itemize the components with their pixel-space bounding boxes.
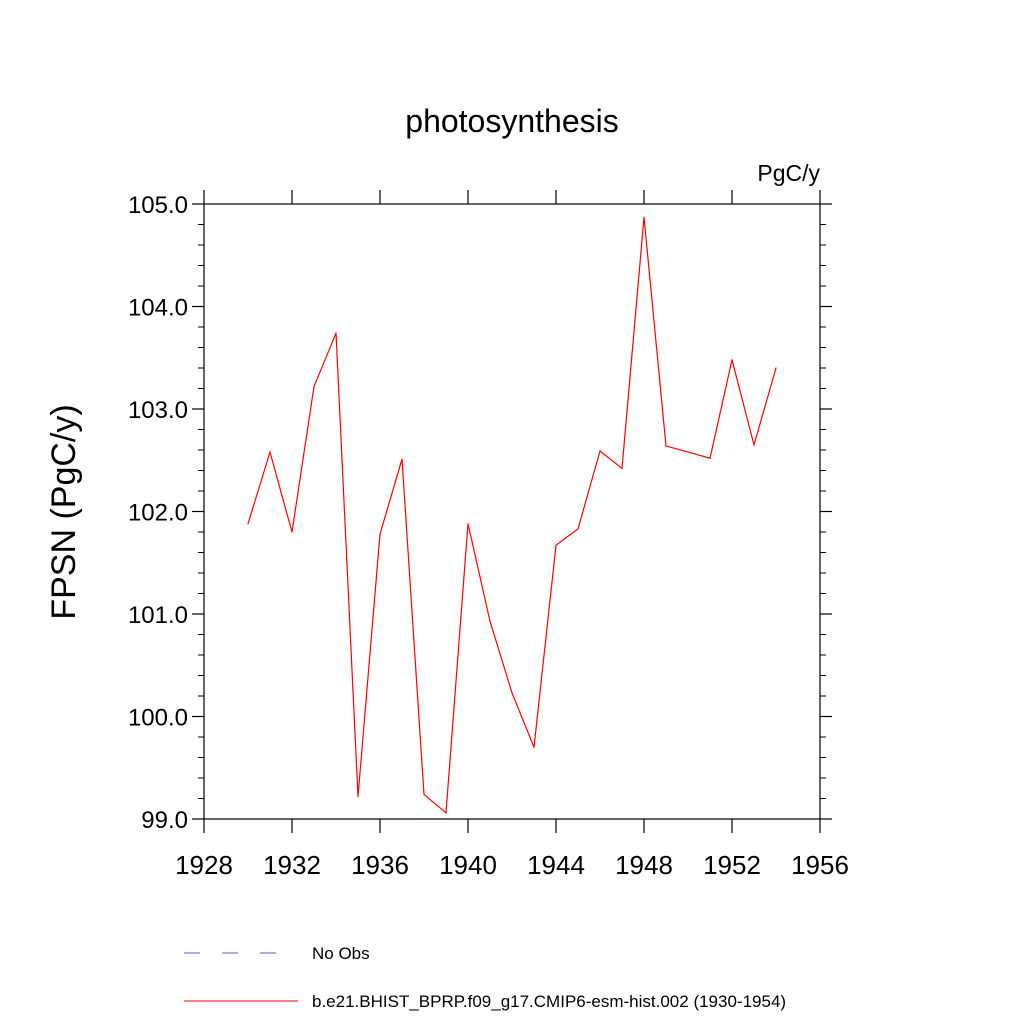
units-label: PgC/y (757, 160, 820, 186)
y-tick-label: 105.0 (128, 192, 188, 219)
data-point (247, 523, 249, 525)
y-tick-label: 102.0 (128, 500, 188, 527)
chart-title: photosynthesis (405, 103, 618, 139)
data-point (489, 620, 491, 622)
data-point (445, 812, 447, 814)
legend-label-1: b.e21.BHIST_BPRP.f09_g17.CMIP6-esm-hist.… (312, 992, 786, 1011)
data-point (467, 523, 469, 525)
y-tick-label: 99.0 (141, 807, 188, 834)
x-tick-label: 1948 (615, 850, 673, 880)
x-tick-label: 1956 (791, 850, 849, 880)
y-tick-label: 101.0 (128, 602, 188, 629)
y-tick-label: 103.0 (128, 397, 188, 424)
data-point (423, 793, 425, 796)
data-point (401, 458, 403, 460)
x-tick-label: 1940 (439, 850, 497, 880)
y-tick-label: 100.0 (128, 705, 188, 732)
x-tick-label: 1936 (351, 850, 409, 880)
legend-label-0: No Obs (312, 944, 370, 963)
data-point (533, 746, 535, 748)
legend: No Obs b.e21.BHIST_BPRP.f09_g17.CMIP6-esm… (184, 944, 786, 1011)
data-point (775, 367, 777, 369)
data-point (687, 451, 689, 453)
x-tick-label: 1952 (703, 850, 761, 880)
data-point (379, 533, 381, 535)
y-tick-label: 104.0 (128, 295, 188, 322)
data-point (555, 544, 557, 546)
data-point (291, 531, 293, 533)
data-point (269, 451, 271, 453)
plot-frame (203, 203, 821, 820)
data-point (753, 444, 755, 446)
data-point (313, 385, 315, 388)
data-point (621, 467, 623, 470)
data-point (709, 457, 711, 459)
series-line-0 (247, 217, 777, 815)
x-tick-label: 1928 (175, 850, 233, 880)
x-tick-label: 1944 (527, 850, 585, 880)
data-point (665, 445, 667, 447)
x-tick-label: 1932 (263, 850, 321, 880)
data-point (731, 359, 733, 361)
data-point (335, 332, 337, 334)
data-point (357, 795, 359, 798)
axes: 99.0 100.0 101.0 102.0 103.0 104.0 105.0 1928 19… (128, 190, 849, 880)
data-point (511, 692, 513, 694)
y-axis-label: FPSN (PgC/y) (45, 404, 83, 619)
data-point (643, 216, 645, 218)
series (247, 216, 777, 815)
data-point (599, 450, 601, 452)
data-point (577, 528, 579, 530)
